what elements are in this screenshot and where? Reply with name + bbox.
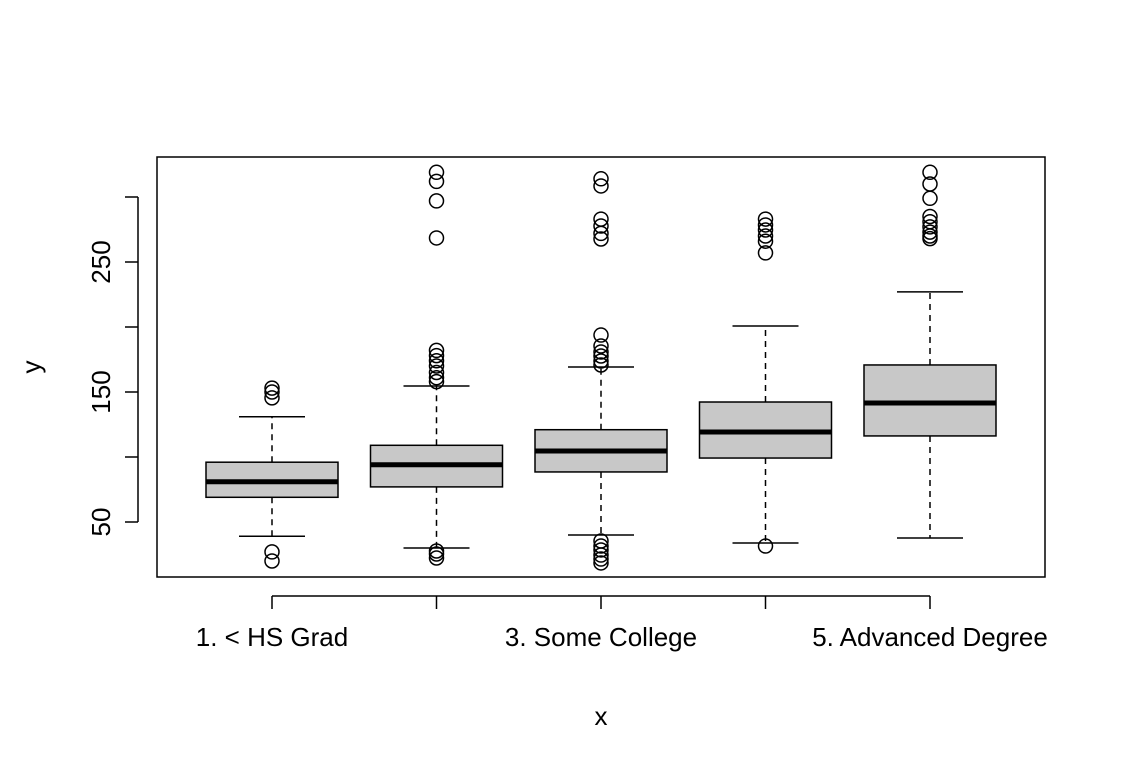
outlier-point [593,344,609,360]
outlier-point [922,164,938,181]
iqr-box [863,364,997,437]
box-group [369,164,504,566]
outlier-point [593,547,609,563]
outlier-point [593,353,609,369]
outlier-point [593,225,609,242]
outlier-point [428,230,445,246]
outlier-point [757,228,774,244]
box-group [205,380,339,569]
outlier-point [593,218,609,234]
x-axis-label: x [595,701,608,731]
outlier-point [428,369,445,386]
outlier-point [757,233,774,249]
outlier-point [428,373,445,390]
outlier-point [428,364,445,381]
outlier-point [264,384,280,400]
outlier-point [757,538,774,554]
outlier-point [593,555,609,571]
outlier-point [428,546,445,562]
x-tick-label: 1. < HS Grad [196,622,348,652]
box-group [698,211,833,554]
outlier-point [428,550,445,566]
box-group [534,171,668,571]
y-tick-label: 250 [86,240,116,283]
outlier-point [922,219,938,235]
outlier-point [593,357,609,373]
box-group [863,164,997,539]
outlier-point [428,164,445,181]
outlier-point [264,553,280,569]
outlier-point [428,342,445,359]
outlier-point [757,217,774,233]
outlier-point [264,544,280,560]
outlier-point [593,178,609,194]
boxes [205,164,997,571]
outlier-point [428,353,445,369]
outlier-point [922,208,938,225]
outlier-point [593,348,609,364]
outlier-point [264,390,280,406]
outlier-point [593,338,609,354]
x-axis: 1. < HS Grad 3. Some College 5. Advanced D… [196,595,1048,652]
outlier-point [593,171,609,187]
outlier-point [757,211,774,227]
outlier-point [428,173,445,190]
outlier-point [757,245,774,261]
outlier-point [428,193,445,209]
outlier-point [757,222,774,238]
outlier-point [922,230,938,247]
outlier-point [428,358,445,374]
outlier-point [593,542,609,558]
y-axis: 50 150 250 [86,196,139,537]
outlier-point [264,380,280,396]
outlier-point [922,224,938,240]
y-tick-label: 150 [86,370,116,413]
outlier-point [593,327,609,343]
outlier-point [428,347,445,364]
x-tick-label: 5. Advanced Degree [812,622,1048,652]
plot-frame [156,156,1046,578]
y-tick-label: 50 [86,508,116,537]
outlier-point [922,190,938,207]
outlier-point [593,551,609,567]
x-tick-label: 3. Some College [505,622,697,652]
y-axis-label: y [16,361,46,374]
outlier-point [593,538,609,554]
outlier-point [593,231,609,247]
